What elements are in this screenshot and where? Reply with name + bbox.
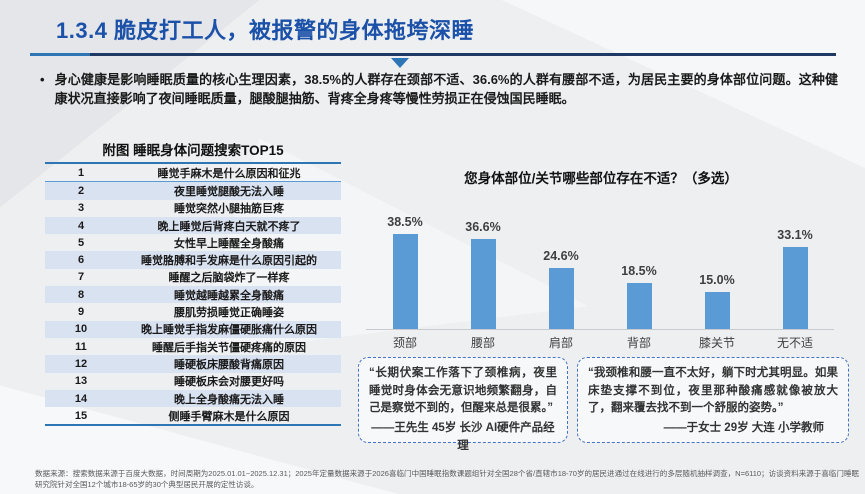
page-title: 1.3.4 脆皮打工人，被报警的身体拖垮深睡 xyxy=(56,18,475,43)
row-rank: 11 xyxy=(75,340,87,353)
row-rank: 9 xyxy=(77,306,85,319)
bar-slot: 36.6% xyxy=(444,220,522,329)
row-rank: 4 xyxy=(77,219,85,232)
row-rank: 15 xyxy=(74,409,88,422)
table-row: 14 晚上全身酸痛无法入睡 xyxy=(45,389,341,408)
row-query: 晚上睡觉手指发麻僵硬胀痛什么原因 xyxy=(141,324,317,337)
bar-category-label: 腰部 xyxy=(470,336,495,350)
table-row: 7 睡醒之后脑袋炸了一样疼 xyxy=(45,269,341,286)
bar-slot: 18.5% xyxy=(600,264,678,329)
quote-box-1: “长期伏案工作落下了颈椎病，夜里睡觉时身体会无意识地频繁翻身，自己是察觉不到的，… xyxy=(358,357,568,452)
row-query: 晚上睡觉后背疼白天就不疼了 xyxy=(157,220,301,233)
search-table: 1 睡觉手麻木是什么原因和征兆 2 夜里睡觉腿酸无法入睡 3 睡觉突然小腿抽筋巨疼 4 晚上睡… xyxy=(45,162,341,427)
bar xyxy=(626,283,652,329)
row-query: 睡硬板床腰酸背痛原因 xyxy=(174,358,284,371)
table-row: 9 腰肌劳损睡觉正确睡姿 xyxy=(45,303,341,320)
bar-value-label: 36.6% xyxy=(465,220,501,234)
data-source-note: 数据来源：搜索数据来源于百度大数据，时间周期为2025.01.01~2025.1… xyxy=(35,469,859,489)
bar xyxy=(392,234,418,329)
quote-text: “我颈椎和腰一直不太好，躺下时尤其明显。如果床垫支撑不到位，夜里那种酸痛感就像被… xyxy=(588,367,838,414)
bar-category-label: 颈部 xyxy=(392,336,417,350)
bar-slot: 38.5% xyxy=(366,215,444,329)
row-query: 夜里睡觉腿酸无法入睡 xyxy=(174,185,284,198)
bar xyxy=(782,247,808,329)
bar-categories: 颈部 腰部 肩部 背部 膝关节 无不适 xyxy=(366,334,834,351)
table-row: 8 睡觉越睡越累全身酸痛 xyxy=(45,286,341,304)
triangle-down-icon xyxy=(391,58,409,68)
row-query: 腰肌劳损睡觉正确睡姿 xyxy=(174,307,284,320)
quote-attribution: ——王先生 45岁 长沙 AI硬件产品经理 xyxy=(371,421,555,452)
row-rank: 7 xyxy=(77,271,85,284)
table-row: 4 晚上睡觉后背疼白天就不疼了 xyxy=(45,216,341,235)
row-rank: 10 xyxy=(74,323,88,336)
bar-value-label: 33.1% xyxy=(777,228,813,242)
bar xyxy=(470,239,496,329)
summary-text: 身心健康是影响睡眠质量的核心生理因素，38.5%的人群存在颈部不适、36.6%的… xyxy=(54,72,838,106)
chart-title: 您身体部位/关节哪些部位存在不适？（多选） xyxy=(464,171,738,186)
row-rank: 13 xyxy=(74,375,88,388)
bar-category-label: 肩部 xyxy=(548,336,573,350)
row-rank: 12 xyxy=(74,357,88,370)
bar-plot: 38.5% 36.6% 24.6% 18.5% 15.0% 33.1% xyxy=(366,194,834,330)
summary-bullet: • 身心健康是影响睡眠质量的核心生理因素，38.5%的人群存在颈部不适、36.6… xyxy=(40,70,838,108)
table-title: 附图 睡眠身体问题搜索TOP15 xyxy=(102,143,284,158)
bullet-icon: • xyxy=(40,72,45,87)
row-query: 睡觉胳膊和手发麻是什么原因引起的 xyxy=(141,255,317,268)
table-row: 5 女性早上睡醒全身酸痛 xyxy=(45,234,341,251)
table-row: 2 夜里睡觉腿酸无法入睡 xyxy=(45,182,341,200)
row-rank: 2 xyxy=(77,184,85,197)
row-query: 睡硬板床会对腰更好吗 xyxy=(174,376,284,389)
bar-slot: 15.0% xyxy=(678,273,756,329)
bar-category-label: 背部 xyxy=(626,336,651,350)
bar-slot: 24.6% xyxy=(522,249,600,329)
bar xyxy=(548,268,574,329)
row-rank: 5 xyxy=(77,236,85,249)
row-query: 睡觉突然小腿抽筋巨疼 xyxy=(174,203,284,216)
row-query: 侧睡手臂麻木是什么原因 xyxy=(168,410,290,423)
row-rank: 3 xyxy=(77,202,85,215)
row-rank: 6 xyxy=(77,254,85,267)
row-query: 女性早上睡醒全身酸痛 xyxy=(174,237,284,250)
quote-attribution: ——于女士 29岁 大连 小学教师 xyxy=(663,421,824,434)
bar-category-label: 无不适 xyxy=(776,336,813,350)
bar xyxy=(704,292,730,329)
row-query: 晚上全身酸痛无法入睡 xyxy=(174,393,284,406)
row-rank: 14 xyxy=(74,392,88,405)
bar-value-label: 18.5% xyxy=(621,264,657,278)
row-query: 睡醒后手指关节僵硬疼痛的原因 xyxy=(152,341,306,354)
quote-box-2: “我颈椎和腰一直不太好，躺下时尤其明显。如果床垫支撑不到位，夜里那种酸痛感就像被… xyxy=(577,357,849,443)
table-row: 13 睡硬板床会对腰更好吗 xyxy=(45,373,341,390)
table-row: 15 侧睡手臂麻木是什么原因 xyxy=(45,407,341,424)
bar-slot: 33.1% xyxy=(756,228,834,329)
bar-value-label: 38.5% xyxy=(387,215,423,229)
row-query: 睡觉越睡越累全身酸痛 xyxy=(174,289,284,302)
table-row: 3 睡觉突然小腿抽筋巨疼 xyxy=(45,200,341,217)
table-row: 11 睡醒后手指关节僵硬疼痛的原因 xyxy=(45,338,341,355)
table-row: 6 睡觉胳膊和手发麻是什么原因引起的 xyxy=(45,251,341,269)
table-row: 10 晚上睡觉手指发麻僵硬胀痛什么原因 xyxy=(45,320,341,338)
table-row: 12 睡硬板床腰酸背痛原因 xyxy=(45,355,341,373)
row-rank: 8 xyxy=(77,288,85,301)
quote-text: “长期伏案工作落下了颈椎病，夜里睡觉时身体会无意识地频繁翻身，自己是察觉不到的，… xyxy=(369,367,557,414)
bar-category-label: 膝关节 xyxy=(698,336,735,350)
title-divider-line xyxy=(30,53,836,56)
table-row: 1 睡觉手麻木是什么原因和征兆 xyxy=(45,164,341,183)
bar-value-label: 24.6% xyxy=(543,249,579,263)
row-query: 睡觉手麻木是什么原因和征兆 xyxy=(157,167,301,180)
row-rank: 1 xyxy=(77,166,85,179)
bar-value-label: 15.0% xyxy=(699,273,735,287)
row-query: 睡醒之后脑袋炸了一样疼 xyxy=(168,272,290,285)
